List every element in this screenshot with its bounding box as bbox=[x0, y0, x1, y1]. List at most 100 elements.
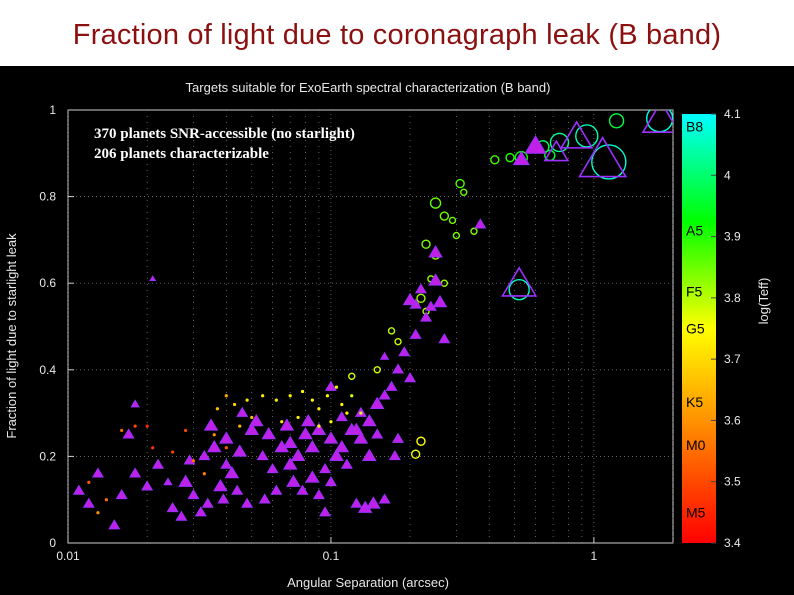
data-point-triangle bbox=[163, 477, 173, 486]
data-point-triangle bbox=[378, 493, 391, 504]
data-point-dot bbox=[359, 411, 363, 415]
data-point-triangle bbox=[279, 418, 295, 431]
data-point-circle bbox=[455, 178, 465, 189]
data-point-triangle bbox=[428, 245, 443, 258]
y-tick-label: 0.4 bbox=[39, 363, 56, 377]
data-point-triangle bbox=[236, 406, 249, 417]
data-point-dot bbox=[224, 394, 228, 398]
data-point-circle bbox=[416, 293, 426, 304]
spectral-type-label: K5 bbox=[686, 394, 703, 410]
data-point-triangle bbox=[353, 431, 369, 444]
data-point-triangle bbox=[224, 465, 240, 479]
data-point-triangle bbox=[305, 440, 320, 453]
data-point-dot bbox=[325, 394, 330, 398]
data-point-triangle bbox=[379, 351, 390, 360]
data-point-dot bbox=[224, 446, 228, 450]
data-point-triangle bbox=[129, 467, 142, 478]
data-point-circle bbox=[416, 436, 426, 446]
data-point-triangle bbox=[91, 467, 104, 478]
data-point-triangle bbox=[248, 414, 264, 427]
data-point-triangle bbox=[414, 283, 427, 294]
data-point-triangle bbox=[324, 380, 337, 391]
data-point-circle bbox=[348, 372, 356, 380]
data-point-triangle bbox=[385, 380, 398, 391]
data-point-dot bbox=[300, 389, 305, 394]
data-point-triangle bbox=[305, 470, 320, 483]
slide-title: Fraction of light due to coronagraph lea… bbox=[0, 0, 794, 64]
data-point-dot bbox=[215, 407, 219, 411]
data-point-triangle bbox=[388, 450, 401, 461]
data-point-dot bbox=[250, 415, 254, 420]
data-point-triangle bbox=[282, 457, 298, 470]
data-point-triangle bbox=[362, 414, 377, 427]
data-point-triangle bbox=[166, 501, 179, 513]
data-point-dot bbox=[87, 480, 91, 484]
data-point-dot bbox=[340, 402, 344, 407]
data-point-triangle bbox=[378, 389, 391, 400]
colorbar-tick-label: 4 bbox=[724, 168, 731, 182]
x-tick-label: 1 bbox=[591, 549, 598, 563]
data-point-dot bbox=[310, 398, 314, 402]
data-point-triangle bbox=[369, 396, 385, 409]
data-point-circle bbox=[490, 155, 500, 165]
data-point-circle bbox=[575, 124, 599, 148]
data-point-dot bbox=[232, 402, 237, 407]
data-point-triangle bbox=[409, 328, 422, 339]
plot-panel: Targets suitable for ExoEarth spectral c… bbox=[0, 66, 794, 595]
colorbar-labels: 3.4 3.5 3.6 3.7 3.8 3.9 4 4.1 B8 A5 F5 G5 K5 M0 M5 bbox=[686, 107, 741, 550]
data-point-triangle bbox=[258, 493, 271, 504]
y-axis-label: Fraction of light due to starlight leak bbox=[4, 233, 19, 439]
data-point-triangle bbox=[334, 440, 350, 453]
data-point-triangle bbox=[201, 497, 214, 508]
data-point-triangle bbox=[194, 506, 207, 517]
data-point-triangle bbox=[115, 488, 128, 500]
data-point-triangle bbox=[231, 484, 244, 495]
data-point-triangle bbox=[286, 474, 301, 487]
data-point-dot bbox=[183, 428, 188, 433]
data-point-circle bbox=[373, 366, 381, 374]
data-point-circle bbox=[470, 227, 478, 235]
spectral-type-label: F5 bbox=[686, 284, 703, 300]
data-point-triangle bbox=[512, 150, 530, 166]
spectral-type-label: B8 bbox=[686, 118, 703, 134]
data-point-triangle bbox=[578, 136, 628, 178]
data-point-dot bbox=[334, 385, 339, 389]
data-point-dot bbox=[104, 498, 109, 502]
data-point-triangle bbox=[298, 427, 313, 440]
data-point-circle bbox=[460, 188, 468, 196]
data-point-triangle bbox=[270, 484, 283, 495]
data-point-circle bbox=[608, 113, 625, 129]
data-point-triangle bbox=[72, 484, 85, 495]
y-tick-label: 0.2 bbox=[39, 449, 56, 463]
x-axis-label: Angular Separation (arcsec) bbox=[287, 575, 449, 590]
data-point-triangle bbox=[324, 476, 337, 487]
data-point-triangle bbox=[282, 435, 298, 448]
data-point-circle bbox=[505, 152, 515, 163]
spectral-type-label: G5 bbox=[686, 321, 705, 337]
scatter-chart: Targets suitable for ExoEarth spectral c… bbox=[4, 80, 771, 590]
data-point-dot bbox=[145, 424, 149, 428]
data-point-circle bbox=[549, 132, 570, 153]
data-point-triangle bbox=[392, 363, 405, 374]
data-point-circle bbox=[410, 449, 421, 459]
data-point-triangle bbox=[122, 428, 135, 439]
y-tick-label: 0.6 bbox=[39, 276, 56, 290]
data-point-triangle bbox=[349, 422, 364, 435]
data-point-dot bbox=[288, 394, 292, 398]
data-point-dot bbox=[171, 450, 175, 454]
data-point-circle bbox=[452, 231, 461, 240]
data-point-dot bbox=[296, 415, 300, 420]
data-point-triangle bbox=[366, 496, 381, 509]
axes: 0.01 0.1 1 0 0.2 0.4 0.6 0.8 1 bbox=[39, 103, 597, 563]
y-tick-label: 0 bbox=[49, 536, 56, 550]
data-marks bbox=[72, 110, 673, 530]
data-point-dot bbox=[238, 424, 242, 428]
data-point-triangle bbox=[203, 418, 219, 431]
data-point-dot bbox=[151, 446, 155, 450]
colorbar-tick-label: 3.4 bbox=[724, 536, 741, 550]
data-point-triangle bbox=[404, 372, 417, 383]
chart-title: Targets suitable for ExoEarth spectral c… bbox=[186, 80, 551, 95]
colorbar bbox=[682, 114, 716, 543]
data-point-triangle bbox=[312, 488, 325, 500]
data-point-triangle bbox=[335, 411, 348, 422]
